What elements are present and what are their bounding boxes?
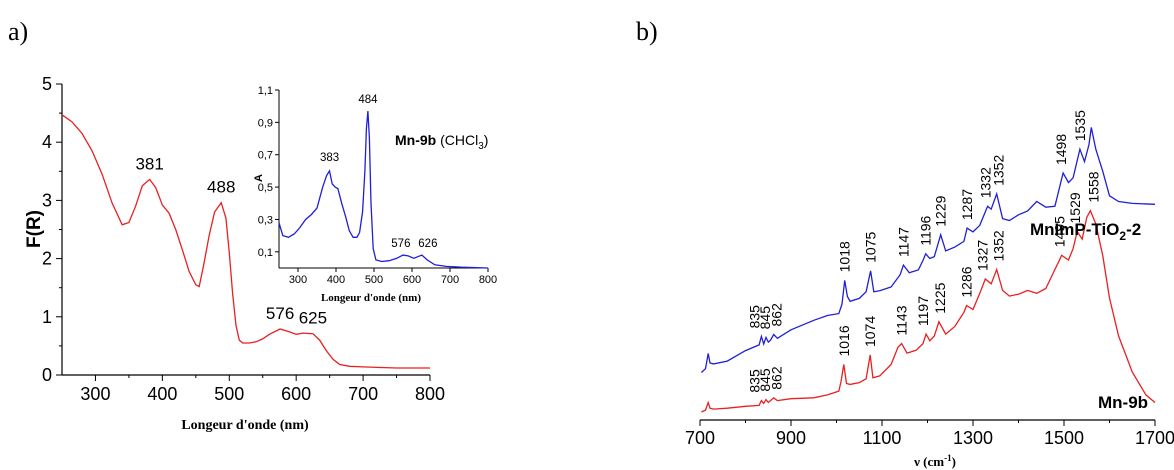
raman-peak-label: 1075 bbox=[863, 231, 879, 262]
raman-peak-label: 1498 bbox=[1053, 134, 1069, 165]
peak-label: 576 bbox=[266, 304, 294, 323]
raman-peak-label: 1332 bbox=[978, 167, 994, 198]
raman-peak-label: 862 bbox=[769, 303, 785, 327]
inset-title: Mn-9b (CHCl3) bbox=[395, 132, 488, 152]
raman-peak-label: 1286 bbox=[959, 266, 975, 297]
inset-x-tick-label: 400 bbox=[327, 274, 345, 286]
y-tick-label: 2 bbox=[42, 249, 52, 269]
inset-peak-label: 383 bbox=[320, 152, 339, 164]
inset-peak-labels: 383 484 576 626 bbox=[320, 94, 438, 250]
raman-peak-label: 1327 bbox=[974, 240, 990, 271]
inset-peak-label: 626 bbox=[418, 238, 437, 250]
raman-peak-label: 845 bbox=[757, 368, 773, 392]
panel-b-label: b) bbox=[636, 17, 658, 46]
axes bbox=[56, 83, 431, 381]
raman-peak-label: 1225 bbox=[932, 282, 948, 313]
raman-x-tick-label: 900 bbox=[776, 428, 806, 448]
raman-x-axis-title: ν (cm-1) bbox=[913, 453, 956, 469]
raman-axes bbox=[699, 419, 1156, 426]
raman-peak-label: 1535 bbox=[1072, 110, 1088, 141]
raman-x-tick-label: 1300 bbox=[953, 428, 993, 448]
x-tick-label: 300 bbox=[80, 384, 110, 404]
inset-x-tick-label: 600 bbox=[403, 274, 421, 286]
raman-peak-label: 1196 bbox=[918, 215, 934, 245]
inset-x-axis-title: Longeur d'onde (nm) bbox=[321, 292, 421, 304]
inset-peak-label: 484 bbox=[358, 94, 378, 106]
raman-peak-label: 1352 bbox=[991, 230, 1007, 261]
raman-peak-label: 1352 bbox=[991, 155, 1007, 186]
raman-peak-label: 1197 bbox=[915, 296, 931, 326]
series-name-mn-9b: Mn-9b bbox=[1098, 393, 1148, 412]
inset-y-tick-label: 0,3 bbox=[258, 214, 273, 226]
inset-y-tick-label: 0,5 bbox=[258, 182, 273, 194]
raman-peak-label: 1229 bbox=[933, 195, 949, 226]
inset-x-tick-label: 500 bbox=[365, 274, 383, 286]
peak-label: 381 bbox=[135, 154, 163, 173]
x-tick-label: 800 bbox=[415, 384, 445, 404]
peak-labels: 381 488 576 625 bbox=[135, 154, 327, 327]
raman-peak-label: 1018 bbox=[837, 241, 853, 272]
inset-y-tick-label: 0,7 bbox=[258, 150, 273, 162]
chart-a-inset: 300 400 500 600 700 800 0,1 0,3 0,5 0,7 0,9 1,1 383… bbox=[253, 85, 497, 304]
x-tick-label: 700 bbox=[348, 384, 378, 404]
x-tick-label: 400 bbox=[147, 384, 177, 404]
series-line-mnimp-tio2 bbox=[700, 127, 1156, 373]
raman-peak-label: 1147 bbox=[895, 227, 911, 257]
inset-x-tick-label: 300 bbox=[289, 274, 307, 286]
y-tick-label: 5 bbox=[42, 74, 52, 94]
raman-peak-label: 1495 bbox=[1052, 216, 1068, 247]
inset-x-tick-label: 800 bbox=[479, 274, 497, 286]
x-axis-title: Longeur d'onde (nm) bbox=[181, 418, 309, 433]
raman-peak-label: 1074 bbox=[862, 316, 878, 347]
y-axis-title: F(R) bbox=[24, 210, 45, 248]
raman-x-tick-label: 1500 bbox=[1044, 428, 1084, 448]
panel-a-label: a) bbox=[8, 17, 28, 46]
inset-y-axis-title: A bbox=[253, 174, 265, 182]
chart-a-main: 300 400 500 600 700 800 0 1 2 3 4 5 381 488 576 625 F(… bbox=[24, 74, 445, 433]
raman-peak-label: 1287 bbox=[959, 189, 975, 220]
series-line bbox=[61, 114, 430, 369]
inset-y-tick-label: 1,1 bbox=[258, 85, 273, 97]
raman-peak-label: 835 bbox=[746, 369, 762, 393]
raman-tick-labels: 700 900 1100 1300 1500 1700 bbox=[685, 428, 1174, 448]
raman-peak-label: 1016 bbox=[836, 325, 852, 356]
raman-peak-label: 1143 bbox=[894, 305, 910, 335]
y-tick-label: 4 bbox=[42, 132, 52, 152]
x-tick-label: 600 bbox=[281, 384, 311, 404]
y-tick-label: 3 bbox=[42, 190, 52, 210]
raman-peak-label: 1529 bbox=[1067, 192, 1083, 223]
raman-peak-label: 1558 bbox=[1085, 171, 1101, 202]
inset-series-line bbox=[278, 110, 489, 269]
inset-tick-labels: 300 400 500 600 700 800 0,1 0,3 0,5 0,7 0,9 1,1 bbox=[258, 85, 497, 286]
series-line-mn-9b bbox=[701, 209, 1156, 413]
series-name-mnimp-tio2: MnImP-TiO2-2 bbox=[1030, 220, 1141, 243]
raman-peak-label: 862 bbox=[769, 366, 785, 390]
tick-labels: 300 400 500 600 700 800 0 1 2 3 4 5 bbox=[42, 74, 445, 404]
inset-axes bbox=[275, 89, 489, 272]
raman-peak-label: 835 bbox=[746, 305, 762, 329]
raman-x-tick-label: 1100 bbox=[863, 428, 902, 448]
inset-peak-label: 576 bbox=[391, 238, 410, 250]
x-tick-label: 500 bbox=[214, 384, 244, 404]
peak-label: 488 bbox=[207, 178, 235, 197]
peak-label: 625 bbox=[299, 309, 327, 328]
raman-peak-label: 845 bbox=[757, 306, 773, 330]
inset-x-tick-label: 700 bbox=[441, 274, 459, 286]
inset-y-tick-label: 0,9 bbox=[258, 117, 273, 129]
y-tick-label: 1 bbox=[42, 307, 52, 327]
inset-y-tick-label: 0,1 bbox=[258, 247, 273, 259]
y-tick-label: 0 bbox=[42, 365, 52, 385]
raman-x-tick-label: 1700 bbox=[1135, 428, 1174, 448]
raman-x-tick-label: 700 bbox=[685, 428, 715, 448]
